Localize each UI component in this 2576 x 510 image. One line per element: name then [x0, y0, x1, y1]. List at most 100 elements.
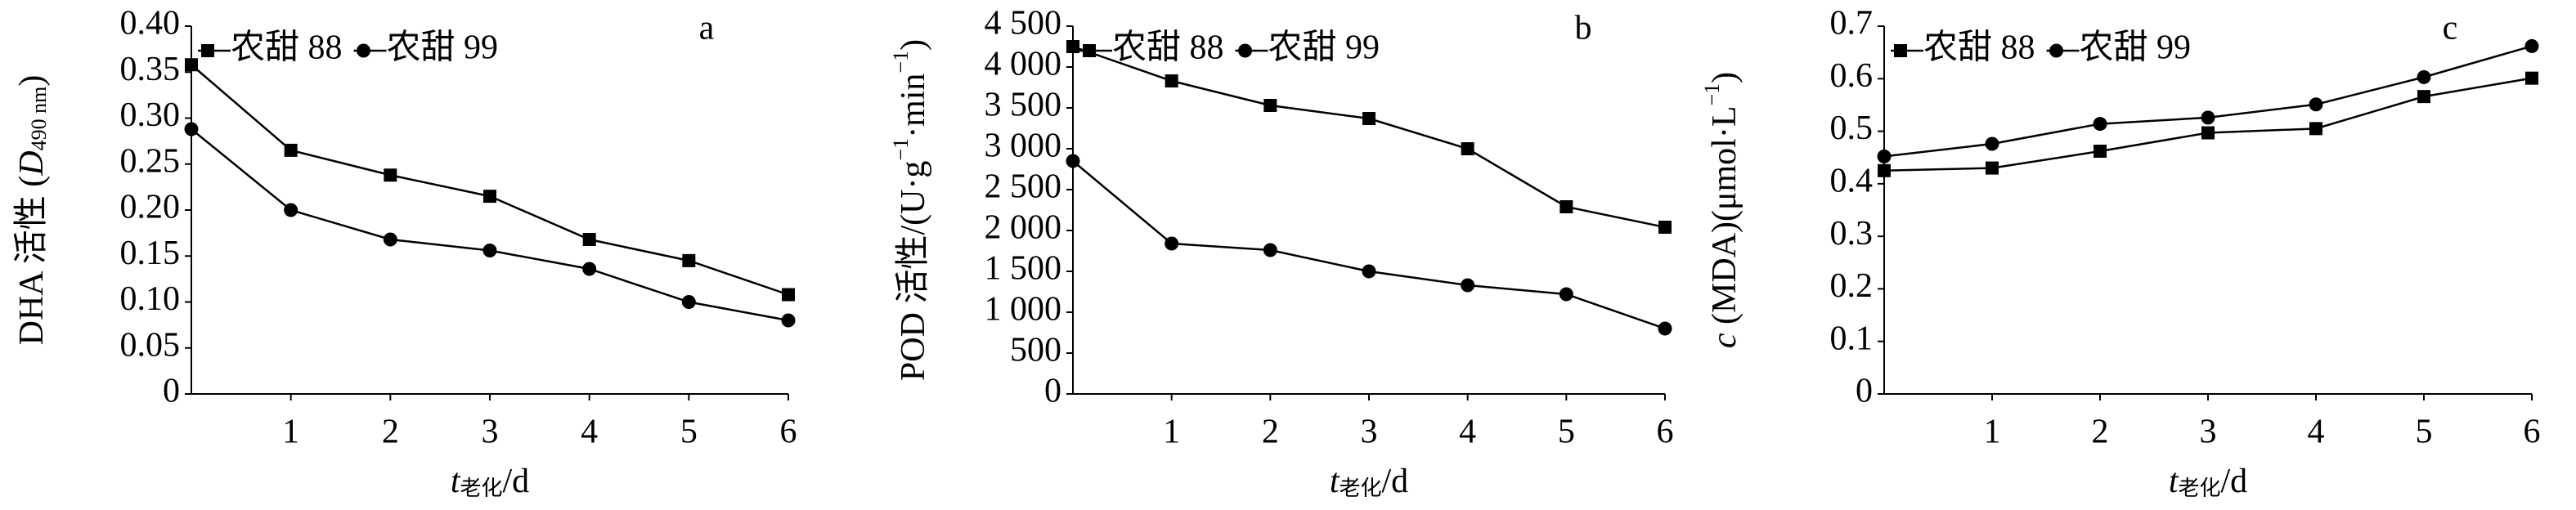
label-part: 老化 — [1339, 476, 1381, 500]
label-part: /d — [2221, 463, 2248, 500]
marker — [1878, 163, 1891, 177]
label-part: ·min — [895, 74, 932, 138]
x-tick-label: 1 — [1984, 414, 2001, 451]
x-tick-label: 2 — [382, 414, 399, 451]
label-part: −1 — [889, 51, 913, 74]
label-part: D — [13, 150, 51, 176]
y-tick-label: 0.2 — [1830, 267, 1874, 305]
y-tick-label: 2 500 — [985, 168, 1062, 206]
label-part: 490 nm — [27, 87, 51, 151]
marker — [582, 233, 596, 246]
y-tick-label: 0.25 — [120, 142, 181, 180]
marker — [185, 58, 198, 72]
label-part: t — [1330, 463, 1340, 500]
marker — [383, 232, 397, 247]
panel-label: b — [1575, 10, 1592, 47]
panel-label: a — [699, 10, 715, 47]
label-part: 老化 — [460, 476, 502, 500]
y-tick-label: 0.30 — [120, 96, 181, 134]
x-axis-label: t老化/d — [2169, 463, 2247, 500]
y-tick-label: 0 — [163, 373, 180, 410]
legend-label: 农甜 99 — [1268, 29, 1380, 67]
marker — [1985, 136, 1999, 151]
legend-marker — [1238, 43, 1253, 58]
x-tick-label: 5 — [2416, 414, 2433, 451]
legend-marker — [201, 44, 214, 57]
y-tick-label: 3 000 — [985, 128, 1062, 165]
panel: 0 0.1 0.2 0.3 0.4 0.5 0.6 0.7 1 2 3 4 5 6 t老化/d c (MDA)… — [1700, 5, 2540, 500]
marker — [2201, 110, 2215, 125]
marker — [483, 190, 496, 204]
y-tick-label: 0.35 — [120, 51, 181, 88]
legend-label: 农甜 99 — [2080, 29, 2192, 67]
x-tick-label: 3 — [2200, 414, 2217, 451]
x-tick-label: 4 — [581, 414, 598, 451]
marker — [582, 262, 597, 276]
y-tick-label: 0.05 — [120, 326, 181, 364]
label-part: −1 — [889, 138, 913, 161]
y-tick-label: 1 500 — [985, 250, 1062, 288]
x-tick-label: 4 — [1459, 414, 1476, 451]
y-axis-label: POD 活性/(U·g−1·min−1) — [889, 39, 931, 381]
marker — [1877, 149, 1892, 163]
marker — [284, 143, 298, 157]
marker — [1362, 264, 1376, 279]
marker — [384, 168, 397, 182]
x-tick-label: 3 — [1361, 414, 1378, 451]
x-axis-label: t老化/d — [1330, 463, 1408, 500]
x-tick-label: 2 — [2092, 414, 2109, 451]
y-tick-label: 0.40 — [120, 5, 181, 42]
legend: 农甜 88 农甜 99 — [1079, 29, 1380, 67]
series-line — [191, 128, 789, 322]
series-line — [1072, 160, 1666, 330]
marker — [1658, 321, 1672, 336]
y-tick-label: 500 — [1010, 332, 1061, 369]
marker — [681, 295, 696, 309]
y-tick-label: 4 500 — [985, 5, 1062, 42]
marker — [2417, 69, 2431, 84]
marker — [1559, 287, 1573, 302]
label-part: c — [1706, 333, 1744, 348]
label-part: POD 活性/(U·g — [895, 161, 932, 382]
marker — [782, 288, 795, 302]
series-line — [191, 64, 789, 296]
marker — [682, 253, 696, 267]
legend-marker — [1083, 44, 1096, 57]
x-tick-label: 2 — [1262, 414, 1279, 451]
legend-marker — [357, 43, 371, 58]
marker — [1461, 142, 1474, 155]
marker — [2525, 71, 2538, 85]
y-tick-label: 0 — [1044, 373, 1061, 410]
label-part: DHA 活性 ( — [13, 176, 51, 346]
label-part: /d — [1382, 463, 1409, 500]
marker — [1362, 112, 1376, 125]
y-tick-label: 4 000 — [985, 46, 1062, 83]
legend-label: 农甜 88 — [231, 29, 343, 67]
legend-marker — [1894, 44, 1907, 57]
x-tick-label: 6 — [1657, 414, 1674, 451]
y-tick-label: 0.4 — [1830, 162, 1874, 199]
marker — [2201, 126, 2215, 140]
legend: 农甜 88 农甜 99 — [1891, 29, 2191, 67]
marker — [1066, 40, 1079, 53]
legend-label: 农甜 88 — [1923, 29, 2035, 67]
marker — [1461, 278, 1475, 293]
x-tick-label: 6 — [780, 414, 797, 451]
label-part: t — [451, 463, 461, 500]
y-tick-label: 0.1 — [1830, 320, 1874, 357]
x-tick-label: 3 — [482, 414, 499, 451]
x-tick-label: 5 — [680, 414, 698, 451]
marker — [1165, 74, 1178, 87]
x-tick-label: 6 — [2524, 414, 2541, 451]
marker — [1165, 236, 1179, 251]
label-part: t — [2169, 463, 2179, 500]
marker — [1560, 200, 1573, 213]
marker — [2417, 90, 2430, 104]
legend-label: 农甜 99 — [387, 29, 499, 67]
marker — [184, 122, 199, 136]
legend-label: 农甜 88 — [1112, 29, 1224, 67]
label-part: /d — [503, 463, 530, 500]
